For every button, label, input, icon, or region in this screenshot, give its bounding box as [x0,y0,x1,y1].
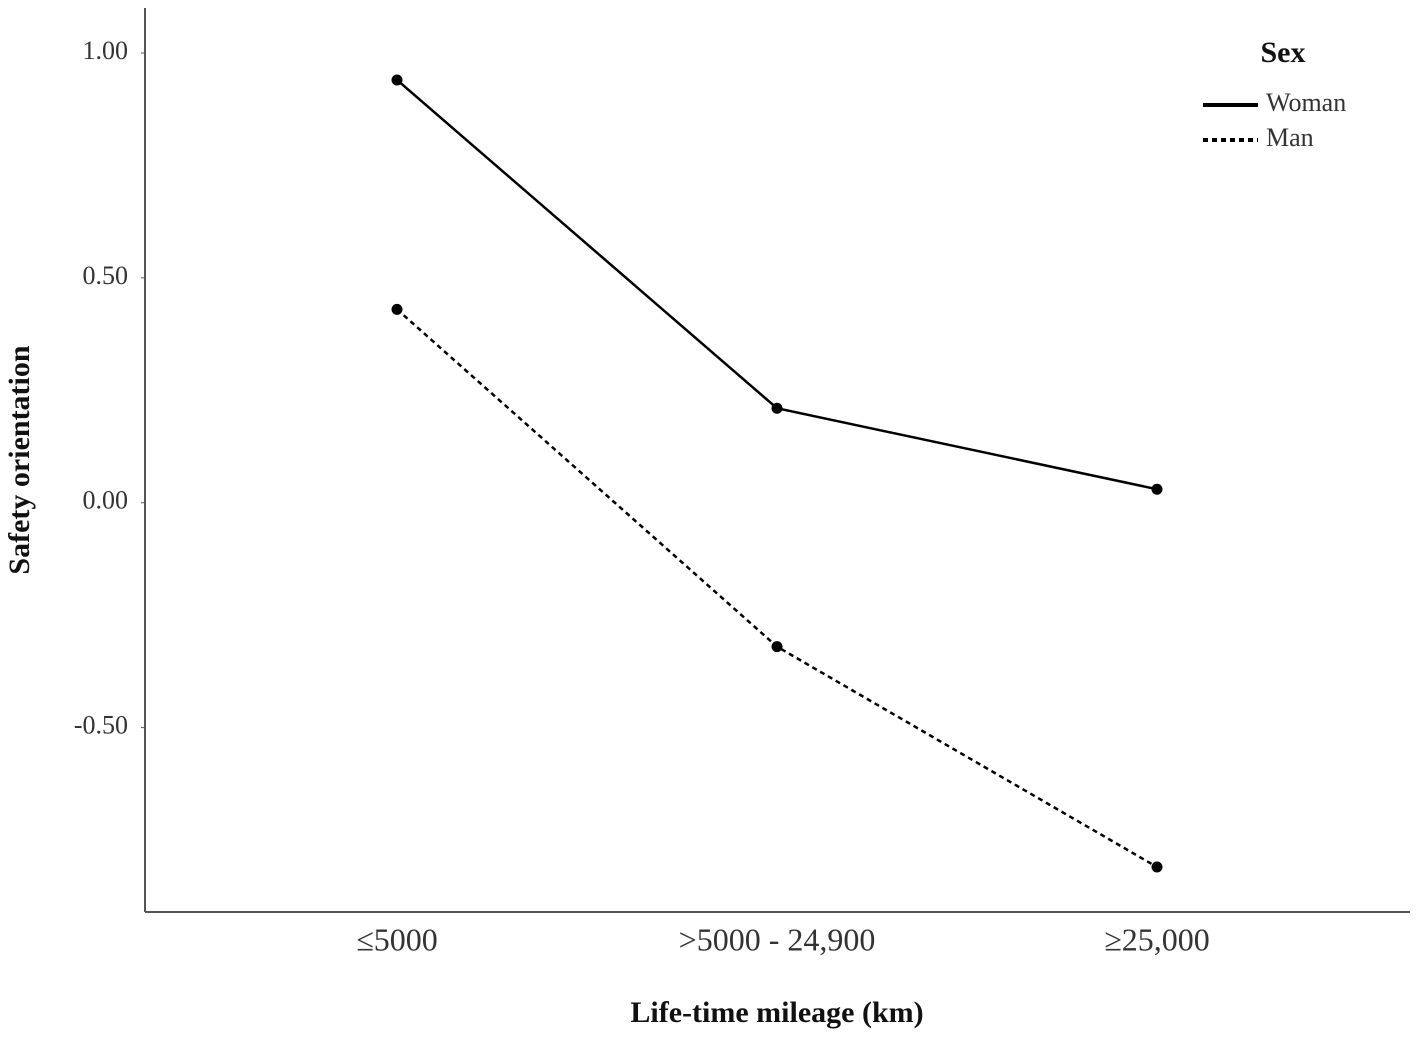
data-point [391,74,403,86]
data-point [1151,861,1163,873]
y-axis-label: Safety orientation [3,345,36,574]
y-tick-label: 0.00 [83,486,129,515]
x-tick-label: >5000 - 24,900 [679,921,876,957]
x-axis-label: Life-time mileage (km) [630,996,923,1029]
data-point [1151,483,1163,495]
y-tick-label: 1.00 [83,36,129,65]
data-point [771,641,783,653]
y-tick-label: -0.50 [74,711,128,740]
legend-title: Sex [1261,36,1306,69]
x-tick-label: ≤5000 [356,921,438,957]
series-line [396,79,1158,491]
data-point [771,402,783,414]
y-tick-label: 0.50 [83,261,129,290]
series-line [396,308,1158,869]
legend-label: Woman [1266,88,1346,117]
legend-label: Man [1266,123,1314,152]
x-tick-label: ≥25,000 [1104,921,1210,957]
data-point [391,303,403,315]
